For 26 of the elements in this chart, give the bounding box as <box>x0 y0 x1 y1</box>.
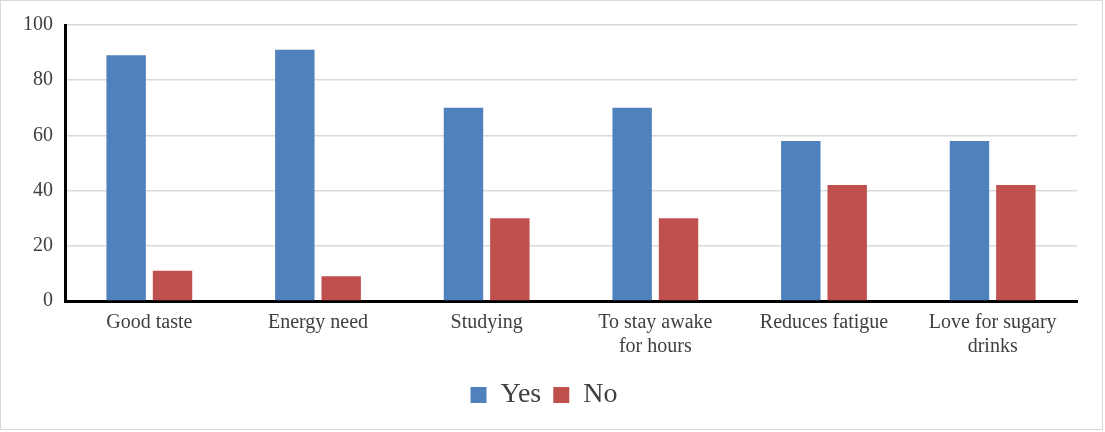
x-tick-label: To stay awake for hours <box>598 310 713 357</box>
bar <box>612 107 652 301</box>
y-tick-label: 100 <box>23 12 53 35</box>
y-tick-label: 60 <box>33 122 53 145</box>
legend-label: Yes <box>500 377 542 409</box>
x-tick-label: Energy need <box>267 310 369 334</box>
x-tick-label: Reduces fatigue <box>759 310 889 334</box>
bar <box>443 107 484 301</box>
legend-label: No <box>583 377 618 409</box>
y-tick-label: 80 <box>33 67 53 90</box>
y-tick-label: 0 <box>43 288 53 311</box>
x-tick-label: Studying <box>450 310 523 334</box>
bar <box>490 218 530 301</box>
bar <box>949 140 990 301</box>
bar <box>996 185 1036 301</box>
bar <box>106 55 146 301</box>
bar <box>152 270 193 301</box>
bar <box>827 185 867 301</box>
x-tick-label: Good taste <box>106 310 193 333</box>
bar <box>658 218 699 301</box>
y-tick-label: 20 <box>33 233 53 256</box>
bar <box>275 49 315 301</box>
bar <box>321 276 361 301</box>
x-tick-label: Love for sugary drinks <box>928 310 1057 357</box>
y-tick-label: 40 <box>33 177 53 200</box>
bar <box>781 140 821 301</box>
